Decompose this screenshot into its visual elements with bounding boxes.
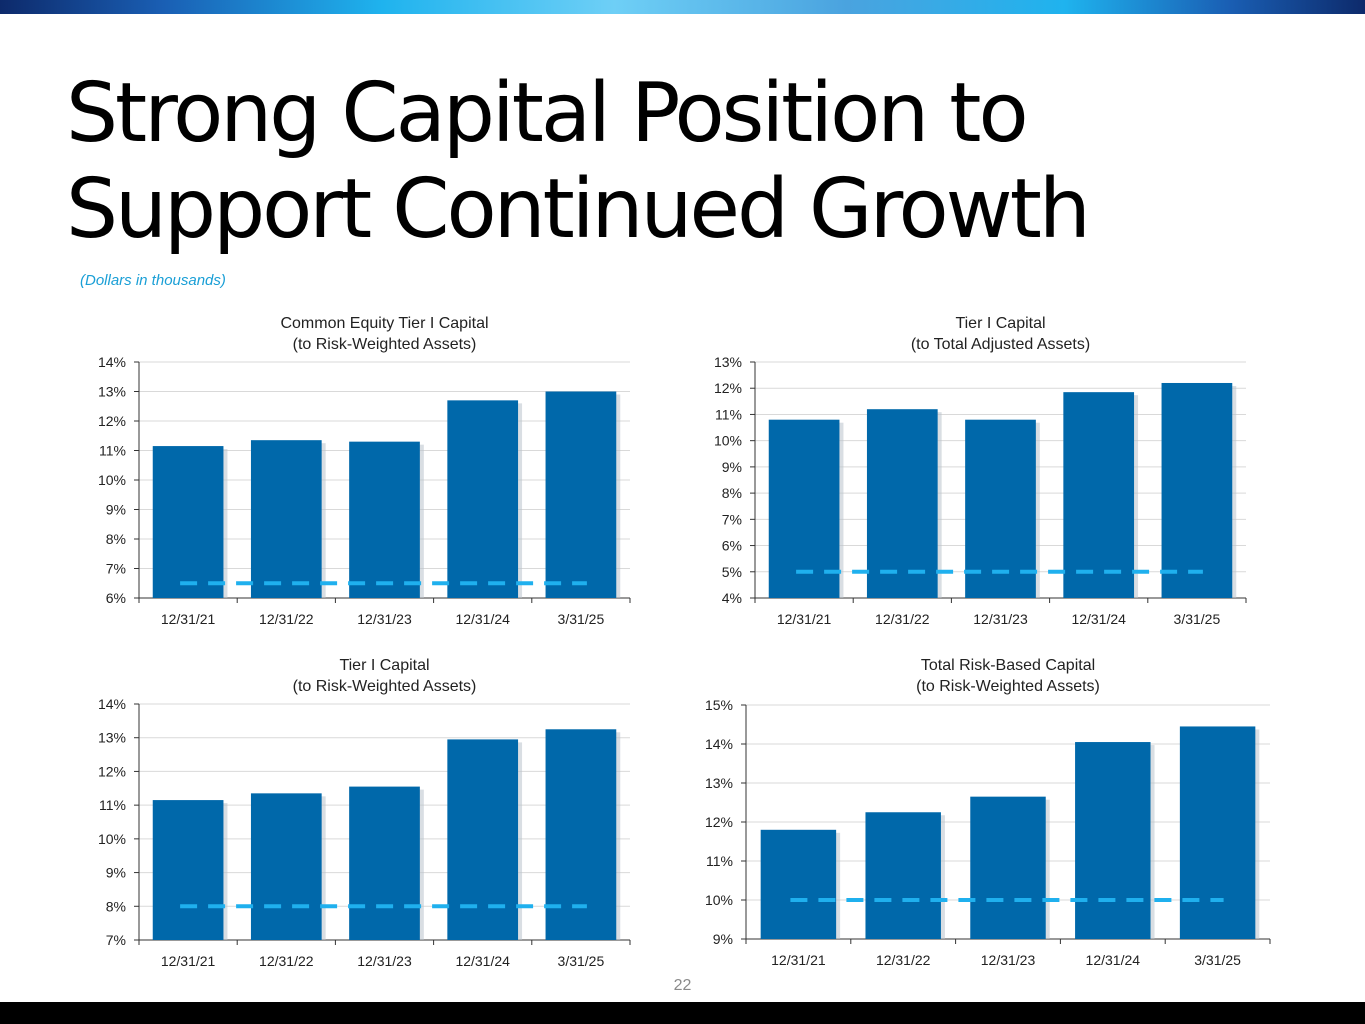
bar xyxy=(447,400,519,598)
y-tick-label: 14% xyxy=(98,354,126,370)
chart-title-line-1: Total Risk-Based Capital xyxy=(921,657,1095,674)
y-tick-label: 6% xyxy=(106,590,126,606)
chart-title-line-2: (to Risk-Weighted Assets) xyxy=(916,678,1100,695)
chart-svg: Common Equity Tier I Capital (to Risk-Wei… xyxy=(98,315,631,627)
top-gradient-bar xyxy=(0,0,1365,14)
bar xyxy=(349,786,420,940)
dollars-note: (Dollars in thousands) xyxy=(80,272,226,289)
y-tick-label: 10% xyxy=(705,892,733,908)
y-tick-label: 12% xyxy=(98,413,126,429)
x-tick-label: 12/31/23 xyxy=(973,611,1028,627)
y-tick-label: 12% xyxy=(98,763,126,779)
y-tick-label: 11% xyxy=(99,443,126,459)
x-tick-label: 3/31/25 xyxy=(1194,952,1241,968)
y-tick-label: 8% xyxy=(106,898,126,914)
chart-tier1-rwa: Tier I Capital (to Risk-Weighted Assets) 7… xyxy=(60,647,660,977)
y-tick-label: 6% xyxy=(722,538,742,554)
page-number: 22 xyxy=(673,977,692,994)
y-tick-label: 13% xyxy=(714,354,742,370)
chart-svg: Total Risk-Based Capital (to Risk-Weighte… xyxy=(705,657,1271,968)
x-tick-label: 12/31/21 xyxy=(161,611,216,627)
x-tick-label: 12/31/21 xyxy=(771,952,826,968)
chart-cet1-rwa: Common Equity Tier I Capital (to Risk-Wei… xyxy=(60,305,660,635)
bar xyxy=(1161,382,1233,598)
bar xyxy=(545,729,617,940)
y-tick-label: 10% xyxy=(98,472,126,488)
bar xyxy=(970,796,1046,939)
x-tick-label: 3/31/25 xyxy=(1174,611,1221,627)
y-tick-label: 13% xyxy=(98,730,126,746)
y-tick-label: 9% xyxy=(722,459,742,475)
y-tick-label: 11% xyxy=(715,406,742,422)
x-tick-label: 12/31/22 xyxy=(876,952,931,968)
bar xyxy=(1179,726,1256,939)
x-tick-label: 12/31/24 xyxy=(1071,611,1126,627)
bar xyxy=(152,446,224,598)
x-tick-label: 12/31/24 xyxy=(455,953,510,969)
bar xyxy=(1075,742,1151,939)
x-tick-label: 12/31/24 xyxy=(1086,952,1141,968)
y-tick-label: 11% xyxy=(706,853,733,869)
y-tick-label: 13% xyxy=(705,775,733,791)
y-tick-label: 9% xyxy=(713,931,733,947)
y-tick-label: 10% xyxy=(98,831,126,847)
x-tick-label: 12/31/22 xyxy=(259,953,314,969)
bar xyxy=(447,739,519,940)
bar xyxy=(250,793,322,940)
chart-title-line-2: (to Risk-Weighted Assets) xyxy=(293,678,477,695)
chart-total-risk-based-capital: Total Risk-Based Capital (to Risk-Weighte… xyxy=(676,647,1296,977)
x-tick-label: 12/31/22 xyxy=(875,611,930,627)
y-tick-label: 9% xyxy=(106,865,126,881)
bar xyxy=(349,441,420,598)
bar xyxy=(152,800,224,940)
chart-title-line-2: (to Risk-Weighted Assets) xyxy=(293,336,477,353)
x-tick-label: 3/31/25 xyxy=(558,611,605,627)
y-tick-label: 8% xyxy=(106,531,126,547)
chart-title-line-1: Common Equity Tier I Capital xyxy=(280,315,488,332)
x-tick-label: 12/31/23 xyxy=(357,611,412,627)
chart-tier1-adjusted-assets: Tier I Capital (to Total Adjusted Assets)… xyxy=(676,305,1276,635)
bar xyxy=(768,419,840,598)
y-tick-label: 14% xyxy=(705,736,733,752)
bottom-black-bar xyxy=(0,1002,1365,1024)
bar xyxy=(545,391,617,598)
x-tick-label: 3/31/25 xyxy=(558,953,605,969)
y-tick-label: 10% xyxy=(714,433,742,449)
bar xyxy=(865,812,941,939)
y-tick-label: 8% xyxy=(722,485,742,501)
chart-title-line-1: Tier I Capital xyxy=(339,657,429,674)
y-tick-label: 14% xyxy=(98,696,126,712)
x-tick-label: 12/31/22 xyxy=(259,611,314,627)
y-tick-label: 4% xyxy=(722,590,742,606)
y-tick-label: 7% xyxy=(106,932,126,948)
chart-svg: Tier I Capital (to Risk-Weighted Assets) 7… xyxy=(98,657,631,969)
bar xyxy=(866,409,938,598)
page-title-line-2: Support Continued Growth xyxy=(66,162,1091,257)
y-tick-label: 7% xyxy=(722,511,742,527)
bar xyxy=(1063,392,1135,598)
x-tick-label: 12/31/23 xyxy=(981,952,1036,968)
y-tick-label: 9% xyxy=(106,502,126,518)
page-title: Strong Capital Position to Support Conti… xyxy=(66,66,1091,258)
y-tick-label: 7% xyxy=(106,561,126,577)
bar xyxy=(760,829,837,939)
y-tick-label: 11% xyxy=(99,797,126,813)
y-tick-label: 12% xyxy=(714,380,742,396)
page-title-line-1: Strong Capital Position to xyxy=(66,66,1029,161)
chart-title-line-2: (to Total Adjusted Assets) xyxy=(911,336,1090,353)
y-tick-label: 13% xyxy=(98,384,126,400)
bar xyxy=(965,419,1036,598)
bar xyxy=(250,440,322,598)
x-tick-label: 12/31/24 xyxy=(455,611,510,627)
x-tick-label: 12/31/23 xyxy=(357,953,412,969)
chart-svg: Tier I Capital (to Total Adjusted Assets)… xyxy=(714,315,1247,627)
y-tick-label: 5% xyxy=(722,564,742,580)
chart-title-line-1: Tier I Capital xyxy=(955,315,1045,332)
x-tick-label: 12/31/21 xyxy=(161,953,216,969)
x-tick-label: 12/31/21 xyxy=(777,611,832,627)
y-tick-label: 15% xyxy=(705,697,733,713)
y-tick-label: 12% xyxy=(705,814,733,830)
